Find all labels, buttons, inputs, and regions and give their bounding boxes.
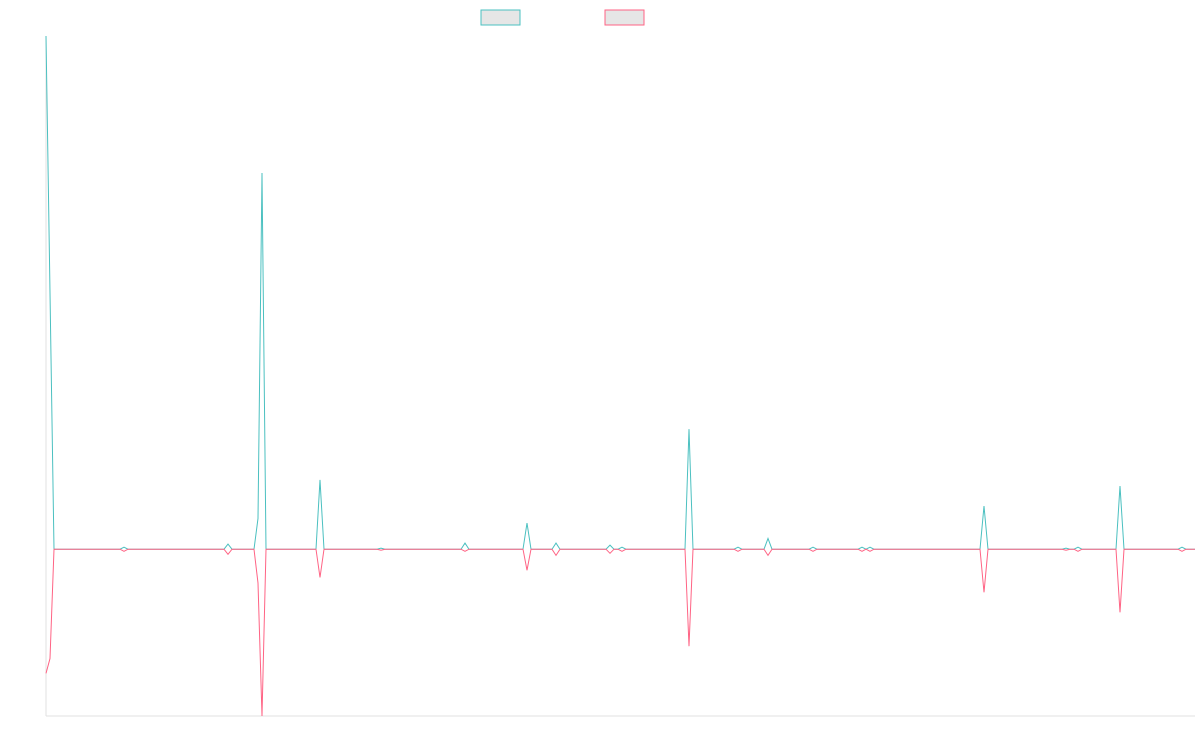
- legend-swatch: [604, 9, 645, 26]
- series-line: [45, 548, 1195, 717]
- series-line: [45, 35, 1195, 550]
- legend-swatch: [480, 9, 521, 26]
